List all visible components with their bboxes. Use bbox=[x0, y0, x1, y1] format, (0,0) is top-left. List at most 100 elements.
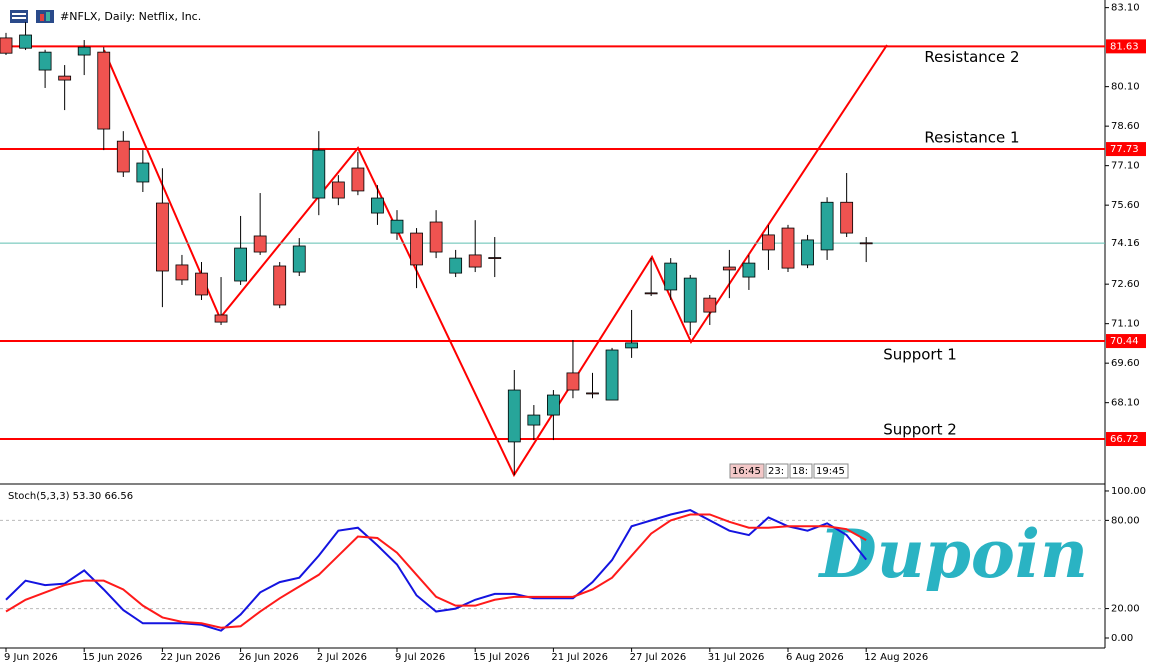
candle-body bbox=[155, 202, 169, 272]
candle-body bbox=[429, 221, 443, 253]
level-label-box bbox=[1106, 432, 1146, 447]
x-tick-label: 15 Jul 2026 bbox=[473, 652, 530, 663]
candle-body bbox=[175, 264, 189, 281]
candle-body bbox=[820, 201, 834, 251]
indicator-title: Stoch(5,3,3) 53.30 66.56 bbox=[8, 491, 133, 502]
session-box bbox=[729, 463, 765, 479]
candle-body bbox=[840, 201, 854, 234]
candle-body bbox=[410, 232, 423, 266]
y-tick-label: 72.60 bbox=[1111, 279, 1140, 290]
y-tick-label: 71.10 bbox=[1111, 319, 1140, 330]
candle-body bbox=[58, 75, 72, 81]
candle-body bbox=[527, 414, 541, 426]
x-tick-label: 15 Jun 2026 bbox=[82, 652, 142, 663]
candle-body bbox=[547, 394, 560, 416]
y-tick-label: 77.10 bbox=[1111, 161, 1140, 172]
x-tick-label: 27 Jul 2026 bbox=[630, 652, 687, 663]
y-tick-label: 80.00 bbox=[1111, 515, 1140, 526]
candle-body bbox=[0, 37, 13, 54]
candle-body bbox=[586, 392, 599, 395]
y-tick-label: 100.00 bbox=[1111, 486, 1146, 497]
candle-body bbox=[683, 277, 697, 323]
x-tick-label: 12 Aug 2026 bbox=[864, 652, 928, 663]
y-tick-label: 80.10 bbox=[1111, 82, 1140, 93]
candle-body bbox=[449, 257, 463, 274]
candle-body bbox=[762, 234, 775, 251]
candle-body bbox=[234, 247, 248, 282]
current-price-box bbox=[1106, 236, 1146, 251]
stoch-line bbox=[5, 513, 867, 629]
candle-body bbox=[116, 140, 130, 173]
candle-body bbox=[312, 149, 326, 199]
y-tick-label: 69.60 bbox=[1111, 358, 1140, 369]
level-annotation: Support 1 bbox=[883, 346, 957, 364]
candle-body bbox=[371, 197, 384, 214]
session-label: 18: bbox=[792, 466, 808, 477]
candle-body bbox=[390, 219, 404, 234]
x-tick-label: 2 Jul 2026 bbox=[317, 652, 367, 663]
candle-body bbox=[781, 227, 795, 269]
candle-body bbox=[292, 245, 306, 273]
level-annotation: Resistance 2 bbox=[924, 48, 1019, 66]
session-label: 16:45 bbox=[732, 466, 761, 477]
current-price-label: 74.16 bbox=[1111, 238, 1140, 249]
level-annotation: Support 2 bbox=[883, 421, 957, 439]
candle-body bbox=[468, 254, 482, 268]
stoch-line bbox=[5, 509, 867, 632]
session-label: 19:45 bbox=[816, 466, 845, 477]
x-tick-label: 21 Jul 2026 bbox=[551, 652, 608, 663]
level-label: 81.63 bbox=[1110, 41, 1139, 52]
session-label: 23: bbox=[768, 466, 784, 477]
session-box bbox=[765, 463, 789, 479]
x-tick-label: 9 Jun 2026 bbox=[4, 652, 58, 663]
candle-body bbox=[742, 262, 756, 278]
y-tick-label: 78.60 bbox=[1111, 121, 1140, 132]
candle-body bbox=[625, 342, 638, 349]
candle-body bbox=[136, 162, 150, 183]
x-tick-label: 26 Jun 2026 bbox=[239, 652, 299, 663]
candle-body bbox=[703, 297, 717, 313]
candle-body bbox=[273, 265, 287, 306]
candle-body bbox=[859, 242, 873, 245]
y-tick-label: 68.10 bbox=[1111, 398, 1140, 409]
level-label: 66.72 bbox=[1110, 434, 1139, 445]
level-label-box bbox=[1106, 142, 1146, 157]
candle-body bbox=[644, 292, 658, 295]
candle-body bbox=[605, 349, 619, 401]
candle-body bbox=[331, 181, 345, 199]
x-tick-label: 31 Jul 2026 bbox=[708, 652, 765, 663]
candle-body bbox=[38, 51, 52, 71]
candle-body bbox=[214, 314, 228, 323]
level-label-box bbox=[1106, 334, 1146, 349]
level-label: 77.73 bbox=[1110, 144, 1139, 155]
x-tick-label: 9 Jul 2026 bbox=[395, 652, 445, 663]
candle-body bbox=[253, 235, 267, 253]
session-box bbox=[789, 463, 813, 479]
candle-body bbox=[97, 51, 111, 130]
candle-body bbox=[722, 266, 736, 271]
candle-body bbox=[19, 34, 32, 49]
candle-body bbox=[488, 257, 502, 259]
level-label: 70.44 bbox=[1110, 336, 1139, 347]
candle-body bbox=[351, 167, 365, 192]
watermark-logo: Dupoin bbox=[818, 515, 1088, 593]
y-tick-label: 75.60 bbox=[1111, 200, 1140, 211]
y-tick-label: 0.00 bbox=[1111, 633, 1133, 644]
y-tick-label: 83.10 bbox=[1111, 3, 1140, 14]
candle-body bbox=[77, 46, 91, 56]
candle-body bbox=[507, 389, 521, 443]
session-box bbox=[813, 463, 849, 479]
level-annotation: Resistance 1 bbox=[924, 129, 1019, 147]
y-tick-label: 20.00 bbox=[1111, 604, 1140, 615]
level-label-box bbox=[1106, 39, 1146, 54]
x-tick-label: 6 Aug 2026 bbox=[786, 652, 844, 663]
x-tick-label: 22 Jun 2026 bbox=[160, 652, 220, 663]
candle-body bbox=[801, 239, 814, 266]
symbol-icons bbox=[10, 10, 54, 23]
candle-body bbox=[566, 372, 580, 391]
candle-body bbox=[195, 272, 208, 296]
chart-title: #NFLX, Daily: Netflix, Inc. bbox=[60, 10, 201, 23]
candle-body bbox=[664, 262, 678, 291]
